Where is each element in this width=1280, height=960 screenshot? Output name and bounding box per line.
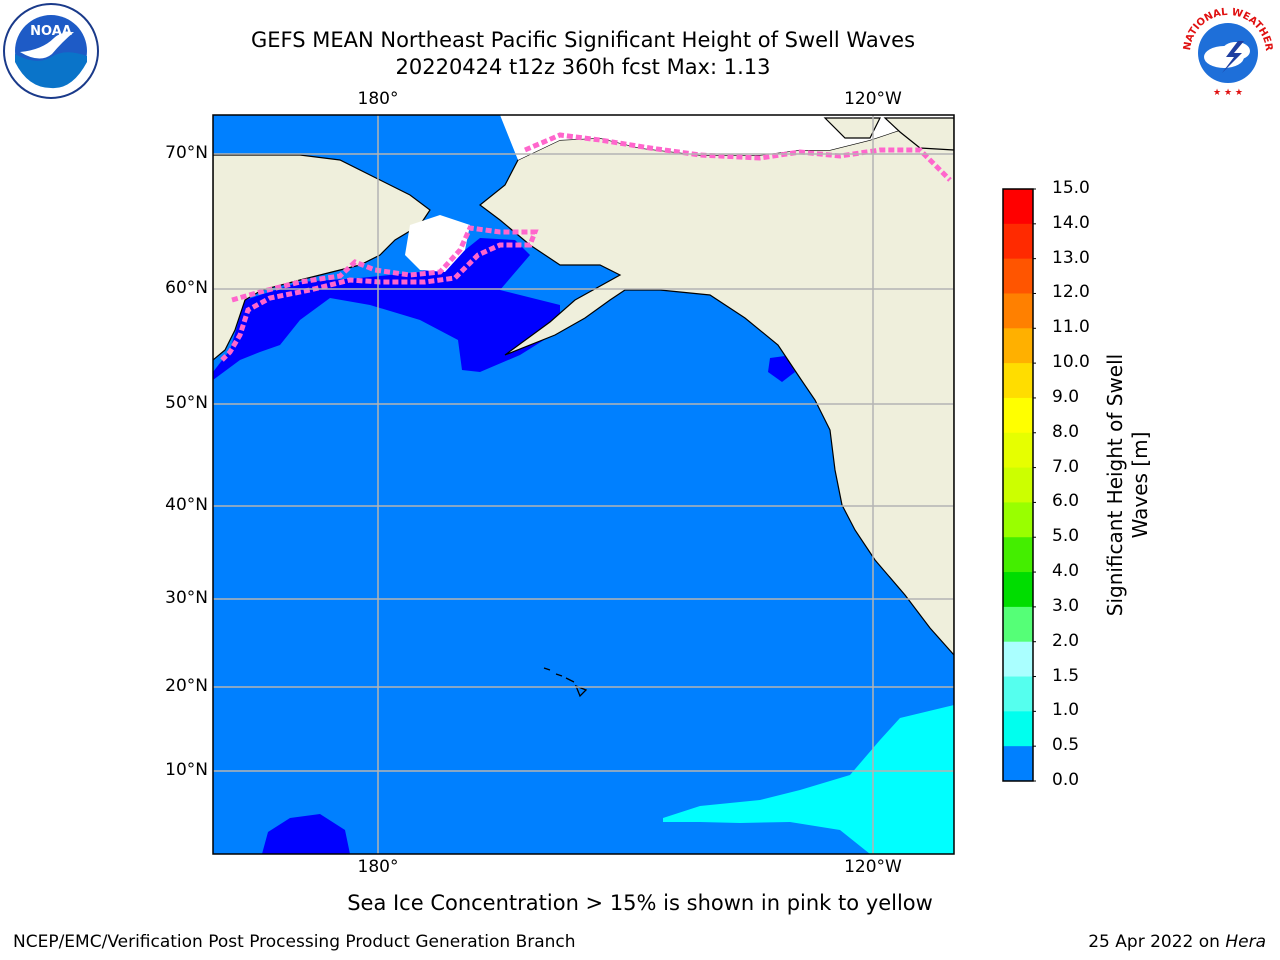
sea-ice-note: Sea Ice Concentration > 15% is shown in … — [347, 891, 933, 915]
lat-label-20n: 20°N — [165, 676, 208, 696]
colorbar-band — [1003, 537, 1033, 573]
colorbar-band — [1003, 328, 1033, 364]
colorbar-tick-label: 15.0 — [1052, 178, 1090, 198]
colorbar-title: Significant Height of Swell Waves [m] — [1103, 325, 1153, 645]
svg-text:★ ★ ★: ★ ★ ★ — [1213, 88, 1243, 98]
colorbar-tick-label: 0.5 — [1052, 735, 1080, 756]
colorbar-tick-label: 11.0 — [1052, 317, 1090, 338]
colorbar-tick-label: 2.0 — [1052, 630, 1080, 651]
lon-label-bottom-180: 180° — [357, 857, 399, 877]
footer-branch: NCEP/EMC/Verification Post Processing Pr… — [13, 932, 576, 952]
colorbar-band — [1003, 397, 1033, 434]
colorbar-tick-label: 13.0 — [1052, 247, 1090, 268]
colorbar-band — [1003, 711, 1033, 747]
colorbar — [1002, 188, 1036, 782]
colorbar-band — [1003, 189, 1033, 225]
swell-region-0-0.5m — [213, 238, 560, 380]
footer-date: 25 Apr 2022 on Hera — [1088, 932, 1266, 952]
chart-title: GEFS MEAN Northeast Pacific Significant … — [250, 28, 916, 52]
asia-land — [213, 154, 431, 361]
colorbar-tick-label: 1.5 — [1052, 665, 1080, 686]
colorbar-tick-label: 8.0 — [1052, 421, 1080, 442]
colorbar-band — [1003, 502, 1033, 538]
colorbar-tick-label: 12.0 — [1052, 282, 1090, 303]
colorbar-border — [1002, 188, 1034, 782]
sea-ice-edge — [220, 225, 539, 362]
chart-subtitle: 20220424 t12z 360h fcst Max: 1.13 — [395, 55, 771, 79]
swell-region-1-1.5m — [663, 705, 954, 854]
lat-label-10n: 10°N — [165, 760, 208, 780]
colorbar-tick-label: 4.0 — [1052, 561, 1080, 582]
colorbar-band — [1003, 641, 1033, 678]
colorbar-tick-label: 9.0 — [1052, 386, 1080, 407]
map-gridlines — [213, 115, 954, 854]
lon-label-top-120w: 120°W — [844, 89, 902, 109]
colorbar-band — [1003, 363, 1033, 399]
colorbar-tick-label: 5.0 — [1052, 526, 1080, 547]
lat-label-40n: 40°N — [165, 495, 208, 515]
colorbar-band — [1003, 258, 1033, 294]
colorbar-tick-label: 6.0 — [1052, 491, 1080, 512]
sea-ice-edge-arctic — [524, 132, 952, 182]
colorbar-title-line1: Significant Height of Swell — [1103, 353, 1127, 617]
lat-label-70n: 70°N — [165, 143, 208, 163]
hawaii-islands — [543, 667, 588, 698]
colorbar-tick-label: 3.0 — [1052, 595, 1080, 616]
noaa-logo: NOAA — [3, 3, 99, 99]
lon-label-bottom-120w: 120°W — [844, 857, 902, 877]
national-weather-service-logo: NATIONAL WEATHER SERVICE ★ ★ ★ — [1180, 3, 1274, 98]
lat-label-30n: 30°N — [165, 588, 208, 608]
footer-date-text: 25 Apr 2022 on — [1088, 932, 1226, 952]
lat-label-50n: 50°N — [165, 393, 208, 413]
colorbar-tick-label: 10.0 — [1052, 352, 1090, 373]
swell-region-0-0.5m-south — [262, 814, 350, 854]
footer-host: Hera — [1225, 932, 1266, 952]
colorbar-band — [1003, 467, 1033, 503]
swell-region-0-0.5m-coast — [768, 356, 795, 382]
noaa-logo-text: NOAA — [30, 24, 72, 39]
arctic-island — [823, 117, 881, 139]
colorbar-band — [1003, 676, 1033, 712]
colorbar-tick-label: 1.0 — [1052, 700, 1080, 721]
lon-label-top-180: 180° — [357, 89, 399, 109]
colorbar-title-line2: Waves [m] — [1128, 431, 1152, 539]
arctic-island-2 — [883, 117, 954, 151]
colorbar-tick-label: 14.0 — [1052, 212, 1090, 233]
lat-label-60n: 60°N — [165, 278, 208, 298]
colorbar-band — [1003, 223, 1033, 260]
colorbar-tick-label: 7.0 — [1052, 456, 1080, 477]
colorbar-band — [1003, 572, 1033, 608]
colorbar-band — [1003, 293, 1033, 329]
map-border — [212, 114, 955, 855]
colorbar-band — [1003, 746, 1033, 782]
colorbar-band — [1003, 606, 1033, 643]
colorbar-tick-label: 0.0 — [1052, 770, 1080, 790]
colorbar-band — [1003, 432, 1033, 469]
